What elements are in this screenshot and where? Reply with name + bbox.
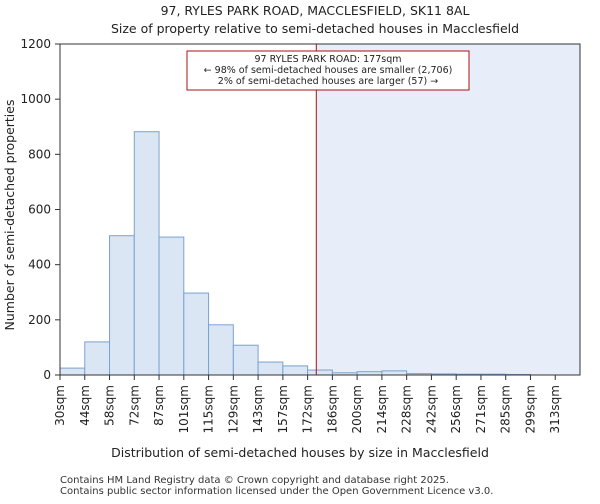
annotation-box: 97 RYLES PARK ROAD: 177sqm ← 98% of semi… [186,50,470,91]
x-tick-label: 214sqm [375,385,389,433]
annotation-line-3: 2% of semi-detached houses are larger (5… [218,76,438,87]
x-tick-label: 242sqm [424,385,438,433]
x-tick-label: 72sqm [127,385,141,426]
y-tick-label: 1000 [20,92,51,106]
bar-143sqm [257,361,284,376]
bar-87sqm [158,236,185,376]
bar-214sqm [381,370,408,376]
x-tick-label: 271sqm [474,385,488,433]
highlight-region [316,44,580,375]
y-tick-label: 400 [28,258,51,272]
x-tick-label: 157sqm [276,385,290,433]
y-tick-label: 1200 [20,37,51,51]
x-tick-label: 143sqm [251,385,265,433]
bar-129sqm [232,344,259,376]
y-tick-label: 800 [28,147,51,161]
y-tick-label: 600 [28,203,51,217]
x-tick-label: 30sqm [53,385,67,426]
x-tick-label: 186sqm [325,385,339,433]
bar-172sqm [307,369,333,376]
y-tick-label: 200 [28,313,51,327]
bar-115sqm [208,324,234,376]
x-tick-label: 129sqm [226,385,240,433]
y-axis-label: Number of semi-detached properties [2,100,17,331]
x-tick-label: 285sqm [499,385,513,433]
bar-30sqm [59,367,86,376]
footer-line-1: Contains HM Land Registry data © Crown c… [60,475,449,486]
x-tick-label: 172sqm [301,385,315,433]
x-tick-label: 115sqm [202,385,216,433]
chart-title: 97, RYLES PARK ROAD, MACCLESFIELD, SK11 … [161,3,470,18]
bar-101sqm [183,292,210,376]
footer-line-2: Contains public sector information licen… [60,486,493,497]
chart-subtitle: Size of property relative to semi-detach… [111,21,519,36]
x-tick-label: 299sqm [523,385,537,433]
annotation-line-2: ← 98% of semi-detached houses are smalle… [204,65,453,76]
x-tick-label: 200sqm [350,385,364,433]
bar-72sqm [133,131,160,376]
annotation-frame [186,50,470,91]
bar-157sqm [282,365,309,376]
x-tick-label: 101sqm [177,385,191,433]
y-tick-label: 0 [43,368,51,382]
x-tick-label: 58sqm [103,385,117,426]
x-axis-label: Distribution of semi-detached houses by … [111,445,489,460]
x-tick-label: 87sqm [152,385,166,426]
annotation-line-1: 97 RYLES PARK ROAD: 177sqm [254,54,401,65]
bar-44sqm [84,341,111,376]
bar-58sqm [109,235,135,376]
x-tick-label: 228sqm [400,385,414,433]
x-tick-label: 44sqm [78,385,92,426]
x-tick-label: 313sqm [548,385,562,433]
x-tick-label: 256sqm [449,385,463,433]
